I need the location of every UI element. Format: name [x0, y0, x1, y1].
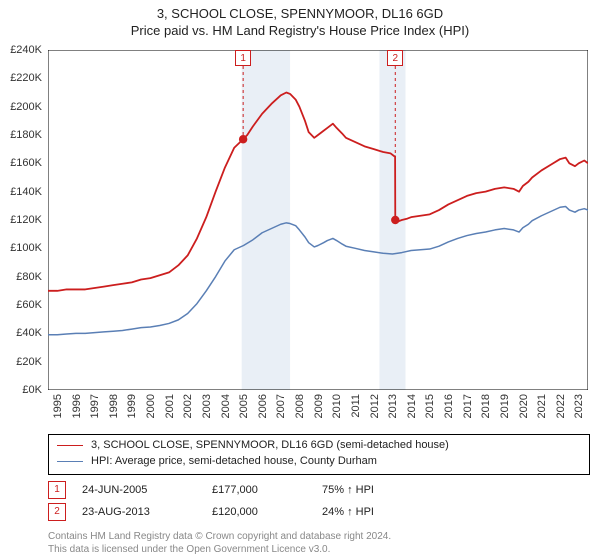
y-tick-label: £180K [10, 129, 42, 141]
legend-label: HPI: Average price, semi-detached house,… [91, 454, 377, 470]
legend-label: 3, SCHOOL CLOSE, SPENNYMOOR, DL16 6GD (s… [91, 438, 449, 454]
x-tick-label: 2022 [555, 394, 567, 418]
line-chart [48, 50, 588, 390]
y-tick-label: £120K [10, 214, 42, 226]
x-tick-label: 1995 [52, 394, 64, 418]
x-tick-label: 2014 [406, 394, 418, 418]
legend-swatch [57, 461, 83, 462]
y-tick-label: £60K [16, 299, 42, 311]
chart-title-block: 3, SCHOOL CLOSE, SPENNYMOOR, DL16 6GD Pr… [0, 0, 600, 38]
chart-title-line2: Price paid vs. HM Land Registry's House … [0, 23, 600, 38]
chart-area: £0K£20K£40K£60K£80K£100K£120K£140K£160K£… [48, 50, 588, 390]
x-tick-label: 1996 [71, 394, 83, 418]
x-tick-label: 1997 [89, 394, 101, 418]
y-tick-label: £0K [22, 384, 42, 396]
sale-price: £177,000 [212, 484, 322, 496]
x-tick-label: 2000 [145, 394, 157, 418]
x-tick-label: 2008 [294, 394, 306, 418]
x-tick-label: 2018 [480, 394, 492, 418]
x-tick-label: 2010 [331, 394, 343, 418]
x-tick-label: 1999 [126, 394, 138, 418]
y-tick-label: £80K [16, 271, 42, 283]
y-tick-label: £240K [10, 44, 42, 56]
footer-line2: This data is licensed under the Open Gov… [48, 543, 391, 556]
x-tick-label: 2023 [573, 394, 585, 418]
x-tick-label: 2020 [518, 394, 530, 418]
x-tick-label: 2006 [257, 394, 269, 418]
sale-marker-icon: 1 [48, 481, 66, 499]
footer-line1: Contains HM Land Registry data © Crown c… [48, 530, 391, 543]
legend-and-sales: 3, SCHOOL CLOSE, SPENNYMOOR, DL16 6GD (s… [48, 434, 588, 521]
legend-row: HPI: Average price, semi-detached house,… [57, 454, 581, 470]
x-tick-label: 2003 [201, 394, 213, 418]
sale-date: 24-JUN-2005 [82, 484, 212, 496]
x-tick-label: 2001 [164, 394, 176, 418]
x-tick-label: 2009 [313, 394, 325, 418]
legend-swatch [57, 445, 83, 446]
x-tick-label: 2015 [424, 394, 436, 418]
sale-date: 23-AUG-2013 [82, 506, 212, 518]
y-tick-label: £140K [10, 186, 42, 198]
y-tick-label: £200K [10, 101, 42, 113]
footer-attribution: Contains HM Land Registry data © Crown c… [48, 530, 391, 556]
legend-box: 3, SCHOOL CLOSE, SPENNYMOOR, DL16 6GD (s… [48, 434, 590, 475]
sale-hpi: 75% ↑ HPI [322, 484, 432, 496]
x-tick-label: 1998 [108, 394, 120, 418]
y-tick-label: £100K [10, 242, 42, 254]
sale-marker-icon: 2 [48, 503, 66, 521]
x-tick-label: 2016 [443, 394, 455, 418]
x-tick-label: 2005 [238, 394, 250, 418]
y-tick-label: £20K [16, 356, 42, 368]
sale-row: 2 23-AUG-2013£120,00024% ↑ HPI [48, 503, 588, 521]
chart-title-line1: 3, SCHOOL CLOSE, SPENNYMOOR, DL16 6GD [0, 6, 600, 21]
x-tick-label: 2012 [369, 394, 381, 418]
x-tick-label: 2017 [462, 394, 474, 418]
y-tick-label: £160K [10, 157, 42, 169]
x-tick-label: 2011 [350, 394, 362, 418]
x-tick-label: 2002 [182, 394, 194, 418]
legend-row: 3, SCHOOL CLOSE, SPENNYMOOR, DL16 6GD (s… [57, 438, 581, 454]
x-tick-label: 2007 [275, 394, 287, 418]
sale-marker-1: 1 [235, 50, 251, 66]
x-tick-label: 2013 [387, 394, 399, 418]
sales-table: 1 24-JUN-2005£177,00075% ↑ HPI 2 23-AUG-201… [48, 481, 588, 521]
sale-hpi: 24% ↑ HPI [322, 506, 432, 518]
sale-marker-2: 2 [387, 50, 403, 66]
y-tick-label: £40K [16, 327, 42, 339]
sale-row: 1 24-JUN-2005£177,00075% ↑ HPI [48, 481, 588, 499]
x-tick-label: 2019 [499, 394, 511, 418]
x-tick-label: 2021 [536, 394, 548, 418]
x-tick-label: 2004 [220, 394, 232, 418]
sale-price: £120,000 [212, 506, 322, 518]
y-tick-label: £220K [10, 72, 42, 84]
